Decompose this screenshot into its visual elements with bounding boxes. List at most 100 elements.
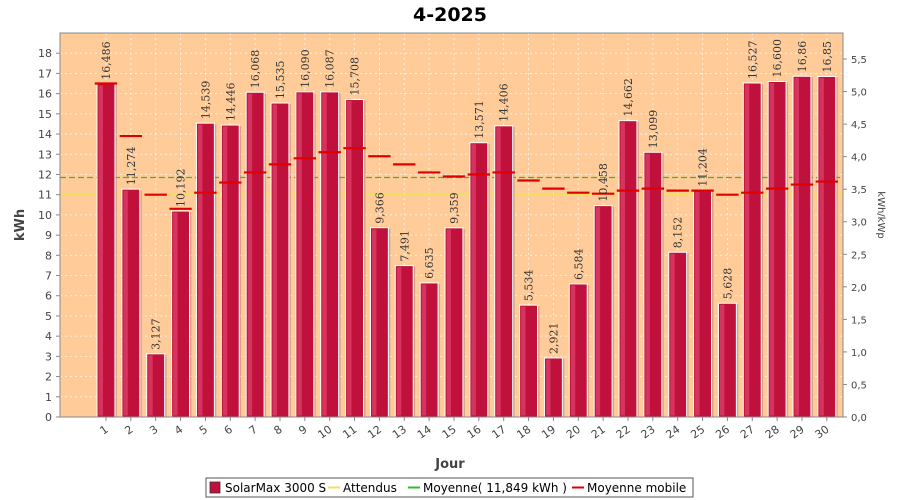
bar-value-label: 6,584 — [572, 248, 585, 280]
y-tick-label: 17 — [38, 67, 52, 80]
bar-value-label: 16,068 — [249, 50, 262, 89]
bar-value-label: 9,359 — [448, 192, 461, 224]
bar-highlight — [744, 84, 750, 416]
bar-value-label: 16,86 — [796, 41, 809, 73]
bar-value-labels: 16,486 11,274 3,127 10,192 14,539 14,446 16,06… — [100, 39, 834, 354]
bar-highlight — [123, 190, 128, 416]
bar — [668, 251, 689, 418]
x-tick-label: 9 — [296, 423, 309, 438]
bar — [693, 190, 714, 418]
x-tick-label: 13 — [390, 423, 409, 442]
bar — [643, 151, 664, 418]
x-tick-label: 24 — [663, 423, 682, 442]
y-tick-label: 0 — [45, 411, 52, 424]
bar-value-label: 10,192 — [175, 169, 188, 208]
x-tick-label: 3 — [147, 423, 160, 438]
bar — [320, 91, 341, 418]
bar-highlight — [769, 83, 775, 416]
bar-value-label: 16,486 — [100, 41, 113, 80]
x-tick-label: 15 — [440, 423, 459, 442]
x-axis: 1 2 3 4 5 6 7 8 9 10 11 12 13 14 15 16 17 18 19 20 21 22 23 24 2… — [98, 417, 832, 441]
bar — [469, 142, 490, 418]
legend-label: Attendus — [343, 481, 397, 495]
x-tick-label: 19 — [539, 423, 558, 442]
x-tick-label: 11 — [340, 423, 359, 442]
y-right-tick-label: 5,5 — [851, 55, 867, 66]
legend-swatch — [209, 481, 221, 494]
bar-highlight — [247, 93, 253, 416]
y-right-tick-label: 2,0 — [851, 283, 867, 294]
y-tick-label: 2 — [45, 371, 52, 384]
y-tick-label: 4 — [45, 330, 52, 343]
y-tick-label: 13 — [38, 148, 52, 161]
y-right-tick-label: 4,5 — [851, 120, 867, 131]
y-axis-right-title: kWh/kWp — [875, 191, 886, 238]
bar-highlight — [645, 153, 650, 416]
legend-item: Attendus — [328, 481, 397, 495]
x-tick-label: 10 — [315, 423, 334, 442]
y-tick-label: 5 — [45, 310, 52, 323]
legend-label: Moyenne mobile — [587, 481, 686, 495]
x-tick-label: 30 — [813, 423, 832, 442]
bar-value-label: 14,406 — [498, 83, 511, 122]
bar-value-label: 9,366 — [373, 192, 386, 224]
y-axis-title: kWh — [13, 209, 28, 241]
legend-item: SolarMax 3000 S — [209, 481, 326, 495]
bar-highlight — [347, 101, 352, 416]
bar-highlight — [496, 127, 501, 416]
y-tick-label: 14 — [38, 128, 52, 141]
legend-item: Moyenne( 11,849 kWh ) — [408, 481, 567, 495]
bar-highlight — [545, 359, 551, 416]
bar — [220, 124, 242, 418]
legend: SolarMax 3000 S Attendus Moyenne( 11,849 k… — [205, 477, 694, 498]
bar-highlight — [521, 306, 526, 416]
y-axis-right: 0,0 0,5 1,0 1,5 2,0 2,5 3,0 3,5 4,0 4,5 5,0 5,5 — [843, 55, 867, 424]
y-tick-label: 11 — [38, 189, 52, 202]
bar-highlight — [272, 104, 278, 416]
bar-value-label: 16,087 — [324, 49, 337, 88]
bar — [792, 75, 813, 418]
bar — [494, 125, 515, 418]
x-tick-label: 16 — [465, 423, 484, 442]
bar-value-label: 16,527 — [746, 40, 759, 79]
bar-highlight — [421, 284, 427, 416]
y-right-tick-label: 5,0 — [851, 88, 867, 99]
bar-highlight — [396, 267, 402, 416]
x-tick-label: 1 — [98, 423, 111, 438]
x-tick-label: 26 — [713, 423, 732, 442]
x-axis-title: Jour — [434, 457, 465, 472]
moving-average-marks — [94, 82, 839, 210]
bar-highlight — [719, 304, 725, 416]
bar — [121, 188, 142, 418]
bar — [767, 81, 789, 418]
bar — [369, 227, 391, 418]
bar-highlight — [148, 355, 153, 416]
bar-value-label: 13,571 — [473, 100, 486, 139]
y-right-tick-label: 0,0 — [851, 413, 867, 424]
bar — [568, 283, 590, 418]
bar-highlight — [794, 77, 800, 416]
bar-highlight — [371, 229, 377, 416]
x-tick-label: 22 — [614, 423, 633, 442]
x-tick-label: 25 — [688, 423, 707, 442]
y-tick-label: 6 — [45, 290, 52, 303]
bar — [593, 205, 615, 418]
bar-value-label: 3,127 — [150, 318, 163, 350]
x-tick-label: 14 — [415, 423, 434, 442]
plot-border — [59, 32, 844, 418]
x-tick-label: 12 — [365, 423, 384, 442]
bar-highlight — [222, 126, 228, 416]
bar-value-label: 13,099 — [647, 110, 660, 149]
y-right-tick-label: 3,0 — [851, 218, 867, 229]
legend-label: Moyenne( 11,849 kWh ) — [423, 481, 567, 495]
y-right-tick-label: 4,0 — [851, 153, 867, 164]
legend-label: SolarMax 3000 S — [225, 481, 326, 495]
bar-highlight — [197, 124, 203, 416]
x-tick-label: 20 — [564, 423, 583, 442]
bar — [394, 265, 416, 418]
y-tick-label: 9 — [45, 229, 52, 242]
bar-highlight — [471, 144, 476, 416]
bar-value-label: 16,85 — [821, 41, 834, 73]
y-right-tick-label: 0,5 — [851, 380, 867, 391]
